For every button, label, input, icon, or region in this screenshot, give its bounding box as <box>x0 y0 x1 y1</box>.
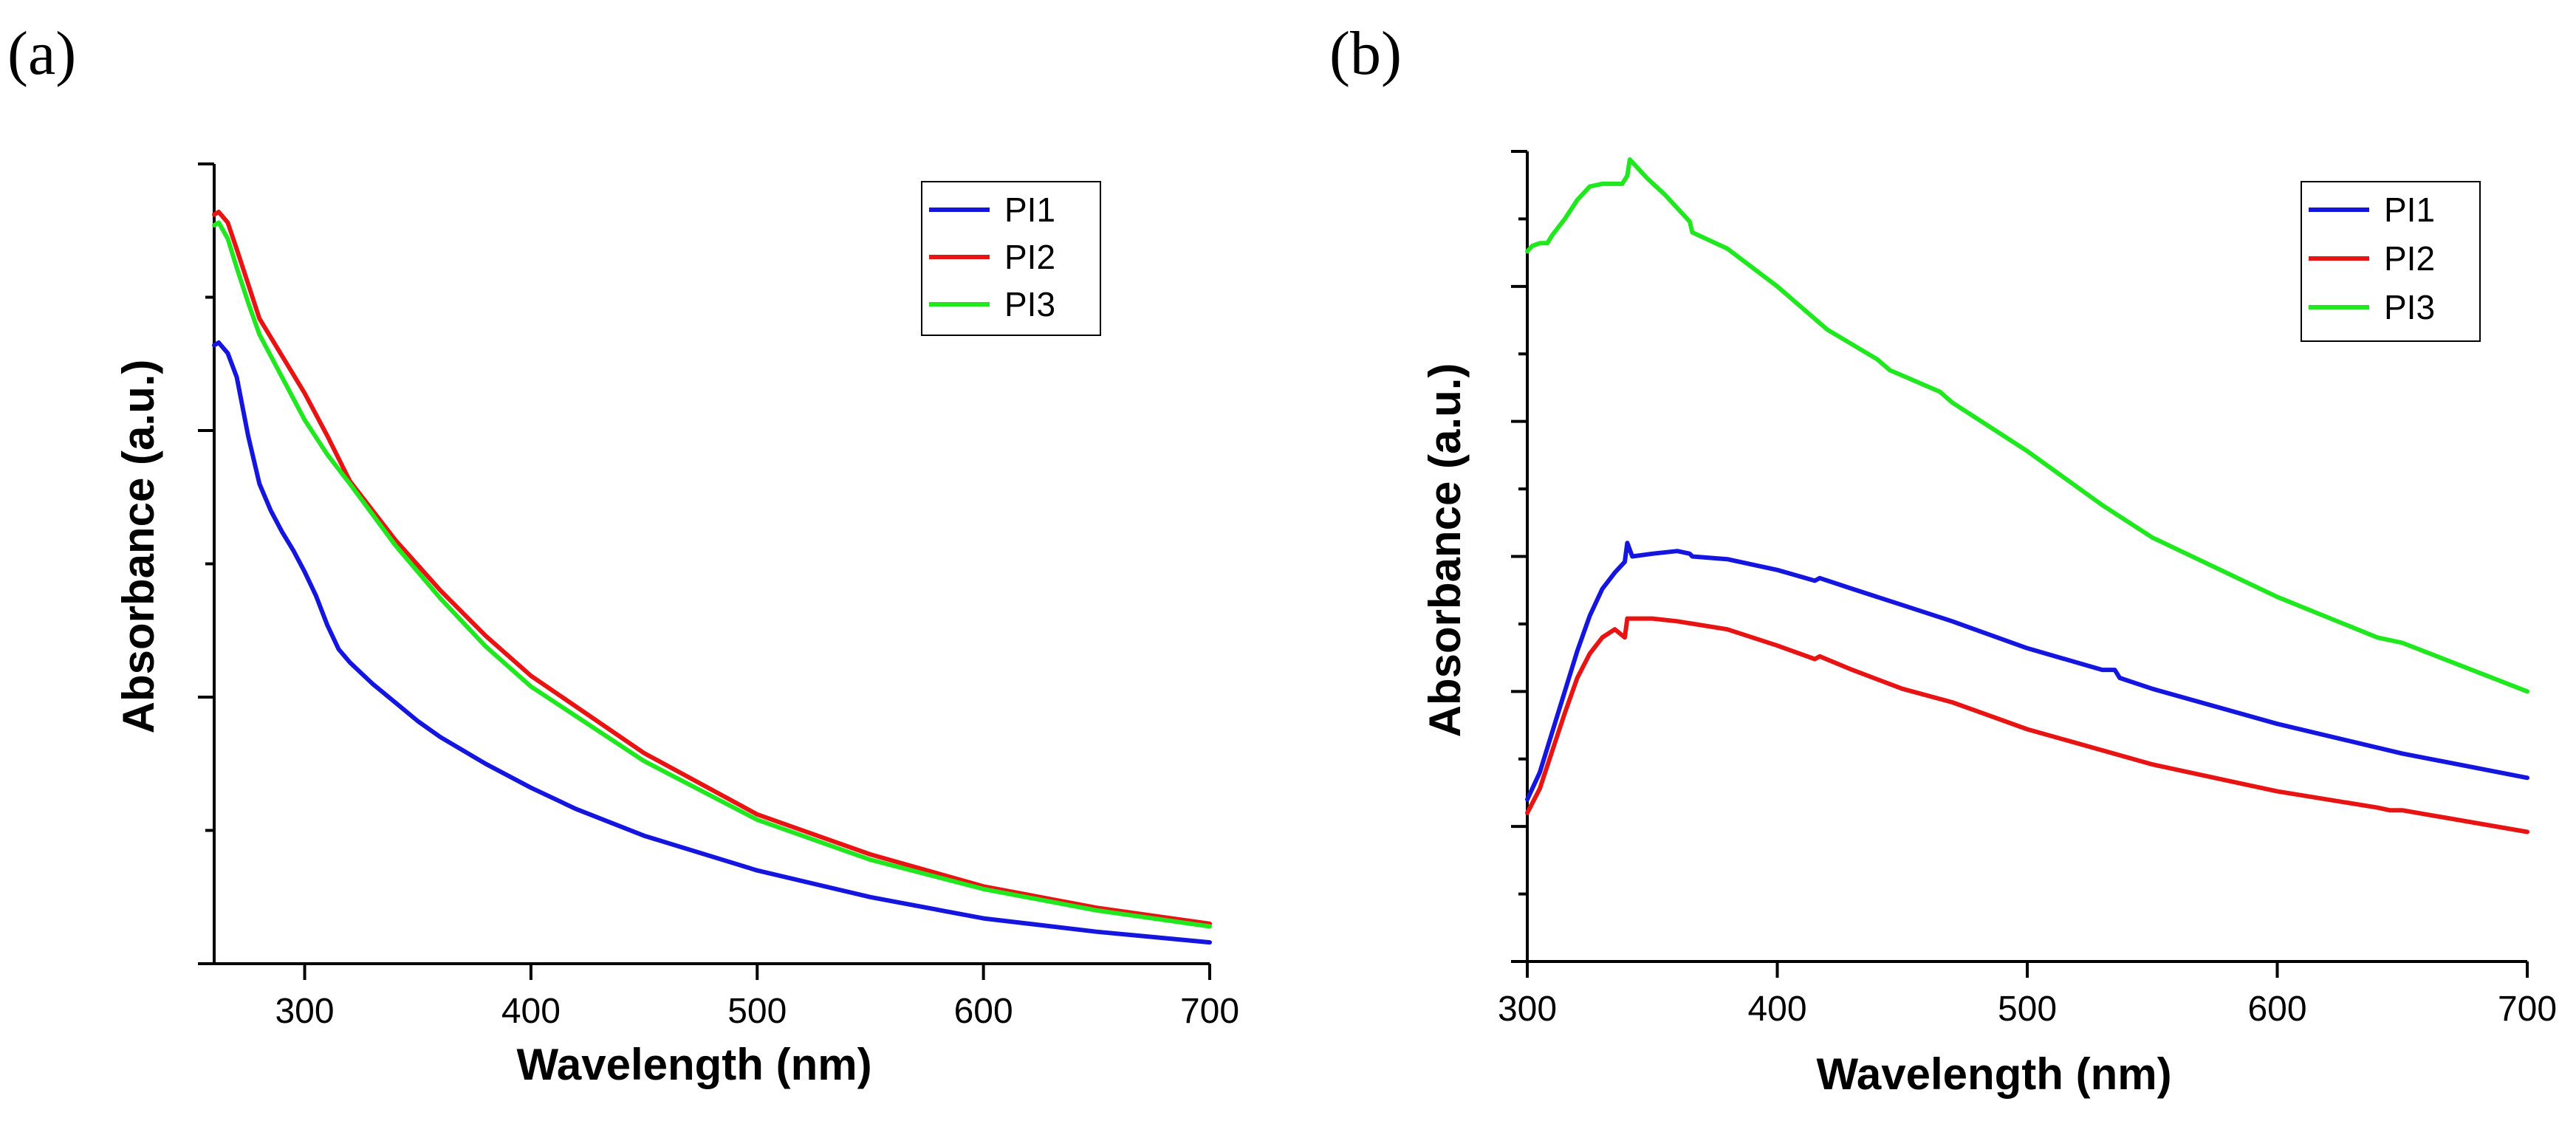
series-line-pi1-b <box>1525 541 2529 802</box>
series-line-pi2-a <box>212 210 1212 926</box>
y-axis-title-a: Absorbance (a.u.) <box>114 360 163 734</box>
legend-b: PI1 PI2 PI3 <box>2301 181 2481 342</box>
panel-label-b: (b) <box>1329 19 1402 88</box>
legend-label-pi2-b: PI2 <box>2384 239 2435 278</box>
legend-label-pi2-a: PI2 <box>1004 238 1055 276</box>
plot-area-b: 300 400 500 600 700 <box>1498 150 2557 1029</box>
x-tick-label-b: 600 <box>2247 990 2306 1029</box>
x-tick-label-a: 400 <box>501 992 561 1031</box>
x-axis-title-b: Wavelength (nm) <box>1816 1049 2171 1099</box>
legend-label-pi3-a: PI3 <box>1004 285 1055 323</box>
plot-area-a: 300 400 500 600 700 <box>198 162 1239 1031</box>
x-tick-label-a: 300 <box>275 992 334 1031</box>
series-line-pi3-b <box>1525 157 2529 694</box>
y-axis-title-b: Absorbance (a.u.) <box>1420 363 1470 738</box>
x-tick-label-a: 600 <box>954 992 1013 1031</box>
legend-a: PI1 PI2 PI3 <box>921 181 1101 336</box>
series-line-pi2-b <box>1525 616 2529 834</box>
series-line-pi1-a <box>212 340 1212 945</box>
x-tick-label-a: 500 <box>727 992 787 1031</box>
panel-b: (b) 300 400 500 600 700 Wavelength (nm) Abso… <box>1329 19 2557 1099</box>
panel-label-a: (a) <box>7 19 76 88</box>
x-tick-label-b: 400 <box>1747 990 1806 1029</box>
legend-label-pi1-a: PI1 <box>1004 191 1055 229</box>
series-line-pi3-a <box>212 220 1212 929</box>
legend-label-pi3-b: PI3 <box>2384 288 2435 326</box>
x-axis-title-a: Wavelength (nm) <box>516 1040 871 1089</box>
legend-label-pi1-b: PI1 <box>2384 191 2435 229</box>
x-tick-label-a: 700 <box>1180 992 1239 1031</box>
panel-a: (a) 300 400 500 600 700 Wavelength (nm) Abso… <box>7 19 1239 1089</box>
x-tick-label-b: 700 <box>2498 990 2557 1029</box>
x-tick-label-b: 300 <box>1498 990 1557 1029</box>
x-tick-label-b: 500 <box>1998 990 2057 1029</box>
